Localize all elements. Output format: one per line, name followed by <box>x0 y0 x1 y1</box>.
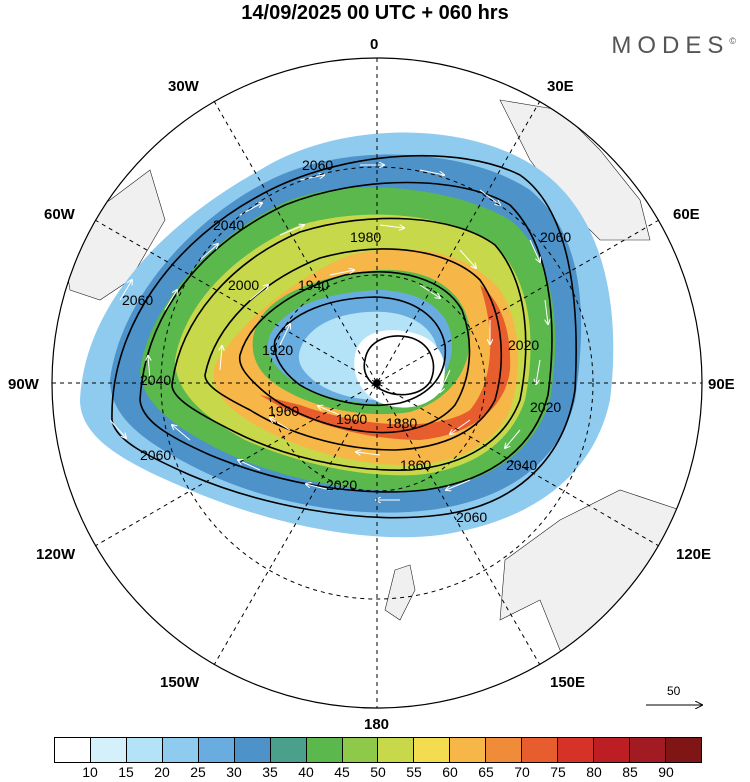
colorbar-tick-label: 15 <box>118 764 134 780</box>
contour-label: 2020 <box>508 337 539 353</box>
colorbar-tick-label: 85 <box>622 764 638 780</box>
lon-label-150e: 150E <box>550 674 586 691</box>
colorbar-tick-label: 80 <box>586 764 602 780</box>
colorbar-swatch <box>54 737 90 763</box>
height-contours <box>111 154 577 519</box>
contour-label: 2060 <box>122 292 153 308</box>
contour-label: 1980 <box>350 229 381 245</box>
contour-label: 1940 <box>298 277 329 293</box>
contour-label: 1920 <box>262 342 293 358</box>
lon-label-150w: 150W <box>160 674 200 691</box>
colorbar-swatch <box>413 737 450 763</box>
colorbar-swatch <box>197 737 234 763</box>
contour-label: 2020 <box>530 399 561 415</box>
colorbar-tick-label: 50 <box>370 764 386 780</box>
colorbar-swatch <box>125 737 162 763</box>
colorbar-tick-label: 40 <box>298 764 314 780</box>
lon-label-60w: 60W <box>44 206 75 223</box>
contour-label: 2060 <box>456 509 487 525</box>
contour-label: 2020 <box>326 477 357 493</box>
lon-label-30e: 30E <box>547 78 574 95</box>
colorbar-tick-label: 25 <box>190 764 206 780</box>
colorbar-tick-label: 20 <box>154 764 170 780</box>
colorbar-tick-label: 75 <box>550 764 566 780</box>
colorbar-tick-label: 10 <box>82 764 98 780</box>
colorbar-tick-label: 55 <box>406 764 422 780</box>
colorbar-swatch <box>593 737 629 763</box>
wind-vectors <box>109 165 548 500</box>
colorbar-ticks: 10 15 20 25 30 35 40 45 50 55 60 65 70 75 80 85 90 <box>54 764 702 782</box>
lon-label-180: 180 <box>364 716 390 733</box>
colorbar-swatch <box>341 737 378 763</box>
colorbar-swatch <box>629 737 665 763</box>
modes-logo: MODES© <box>611 32 736 59</box>
lon-label-90w: 90W <box>8 376 39 393</box>
contour-label: 2060 <box>302 157 333 173</box>
contour-label: 2040 <box>213 217 244 233</box>
contour-label-group: 2060 2040 1980 1940 2000 1920 1880 1900 … <box>122 157 571 525</box>
colorbar-swatch <box>161 737 198 763</box>
map-field <box>59 99 701 681</box>
lon-label-60e: 60E <box>673 206 700 223</box>
lon-label-30w: 30W <box>168 78 199 95</box>
contour-label: 2000 <box>228 277 259 293</box>
chart-title: 14/09/2025 00 UTC + 060 hrs <box>241 2 509 24</box>
colorbar-swatch <box>377 737 414 763</box>
colorbar-tick-label: 30 <box>226 764 242 780</box>
lon-label-120e: 120E <box>676 546 712 563</box>
colorbar-swatch <box>557 737 594 763</box>
contour-label: 2060 <box>540 229 571 245</box>
colorbar-swatch <box>233 737 270 763</box>
lon-label-90e: 90E <box>708 376 735 393</box>
colorbar-swatch <box>485 737 522 763</box>
contour-label: 1900 <box>336 411 367 427</box>
colorbar-swatch <box>89 737 126 763</box>
colorbar-tick-label: 45 <box>334 764 350 780</box>
contour-label: 2040 <box>506 457 537 473</box>
colorbar-tick-label: 35 <box>262 764 278 780</box>
contour-label: 1960 <box>268 403 299 419</box>
colorbar-swatch <box>449 737 486 763</box>
colorbar-tick-label: 70 <box>514 764 530 780</box>
contour-label: 2060 <box>140 447 171 463</box>
wind-reference-label: 50 <box>667 684 681 698</box>
colorbar-tick-label: 65 <box>478 764 494 780</box>
colorbar-swatch <box>305 737 342 763</box>
graticule <box>52 58 702 708</box>
contour-label: 2040 <box>140 372 171 388</box>
map-boundary <box>51 57 703 709</box>
contour-label: 1880 <box>386 415 417 431</box>
lon-label-0: 0 <box>370 36 379 53</box>
colorbar-swatch <box>269 737 306 763</box>
colorbar-swatch <box>521 737 558 763</box>
contour-label: 1860 <box>400 457 431 473</box>
colorbar <box>54 737 702 763</box>
colorbar-tick-label: 90 <box>658 764 674 780</box>
lon-label-120w: 120W <box>36 546 76 563</box>
colorbar-swatch <box>664 737 702 763</box>
colorbar-tick-label: 60 <box>442 764 458 780</box>
